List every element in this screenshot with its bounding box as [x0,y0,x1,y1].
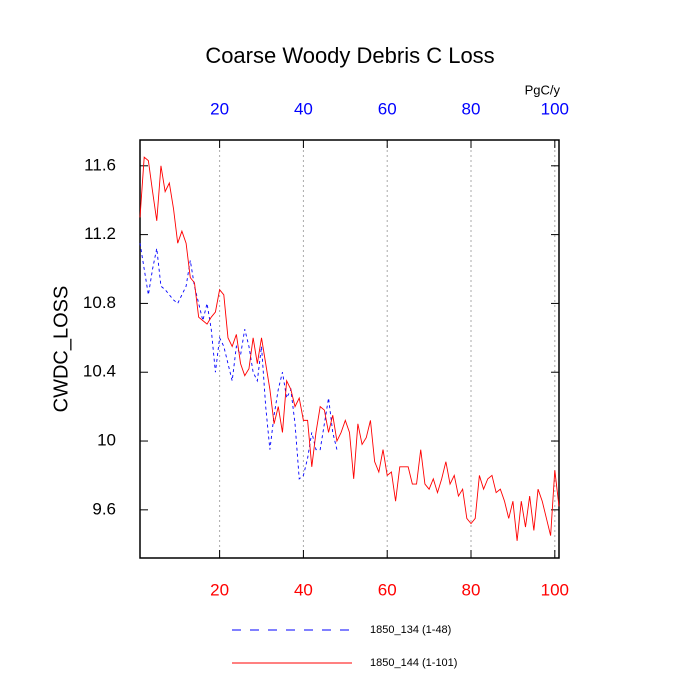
x-top-tick-label: 100 [541,99,569,118]
x-top-tick-label: 60 [378,99,397,118]
top-axis-label: PgC/y [525,82,561,97]
x-tick-label: 60 [378,580,397,599]
legend-label: 1850_134 (1-48) [370,624,451,636]
series-line [139,156,560,541]
x-tick-label: 80 [462,580,481,599]
legend-label: 1850_144 (1-101) [370,657,457,669]
x-tick-label: 40 [294,580,313,599]
y-tick-label: 10.4 [83,362,116,381]
y-tick-label: 11.6 [84,155,116,174]
x-tick-label: 20 [210,580,229,599]
y-axis-label: CWDC_LOSS [50,286,72,413]
plot-frame [139,139,560,559]
chart-title: Coarse Woody Debris C Loss [205,43,494,68]
x-top-tick-label: 80 [462,99,481,118]
series-line [139,243,338,480]
y-tick-label: 10.8 [83,293,116,312]
y-tick-label: 9.6 [92,499,116,518]
x-top-tick-label: 40 [294,99,313,118]
y-tick-label: 10 [97,431,116,450]
y-tick-label: 11.2 [84,224,116,243]
x-top-tick-label: 20 [210,99,229,118]
x-tick-label: 100 [541,580,569,599]
